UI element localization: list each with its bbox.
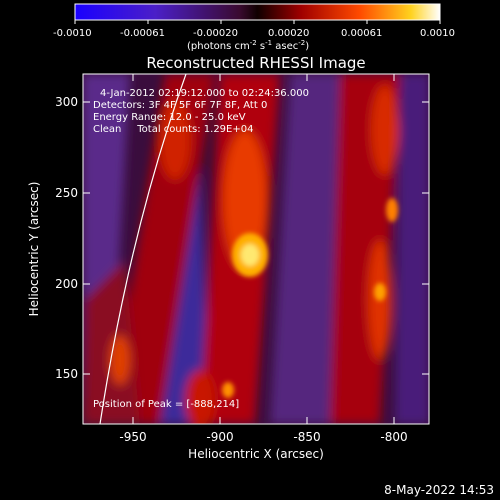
colorbar-tick-label-5: 0.0010: [420, 28, 455, 39]
y-tick-label-0: 150: [55, 367, 78, 381]
x-tick-label-3: -800: [380, 430, 407, 444]
y-axis-label: Heliocentric Y (arcsec): [27, 182, 41, 317]
colorbar: [75, 4, 440, 20]
rhessi-image: [83, 74, 429, 424]
colorbar-tick-label-3: 0.00020: [268, 28, 309, 39]
peak-position-label: Position of Peak = [-888,214]: [93, 399, 239, 410]
footer-timestamp: 8-May-2022 14:53: [384, 483, 494, 497]
colorbar-tick-label-1: -0.00061: [120, 28, 165, 39]
y-ticks: [83, 101, 429, 375]
x-axis-label: Heliocentric X (arcsec): [188, 447, 324, 461]
info-line-detectors: Detectors: 3F 4F 5F 6F 7F 8F, Att 0: [93, 100, 267, 111]
x-tick-label-1: -900: [206, 430, 233, 444]
colorbar-ticks: [74, 20, 441, 24]
image-title: Reconstructed RHESSI Image: [146, 54, 365, 72]
plot-frame: [82, 73, 430, 425]
y-tick-label-2: 250: [55, 186, 78, 200]
x-tick-label-2: -850: [293, 430, 320, 444]
colorbar-unit-label: (photons cm-2 s-1 asec-2): [187, 39, 309, 52]
solar-limb-curve: [99, 74, 187, 424]
info-line-time: 4-Jan-2012 02:19:12.000 to 02:24:36.000: [100, 88, 309, 99]
info-line-clean: Clean Total counts: 1.29E+04: [93, 124, 253, 135]
y-tick-label-3: 300: [55, 95, 78, 109]
x-tick-label-0: -950: [119, 430, 146, 444]
colorbar-tick-label-4: 0.00061: [341, 28, 382, 39]
colorbar-tick-label-0: -0.0010: [53, 28, 92, 39]
x-ticks: [132, 74, 395, 424]
colorbar-tick-label-2: -0.00020: [193, 28, 238, 39]
y-tick-label-1: 200: [55, 277, 78, 291]
info-line-energy: Energy Range: 12.0 - 25.0 keV: [93, 112, 246, 123]
